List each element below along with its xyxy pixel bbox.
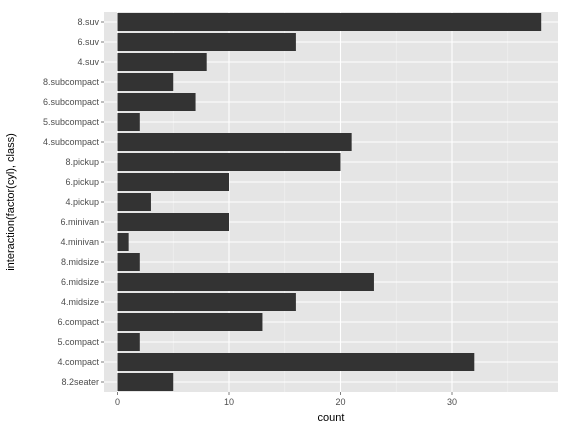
y-tick-label: 5.compact [57, 337, 99, 347]
bar-6.subcompact [117, 93, 196, 111]
y-tick-label: 6.suv [77, 37, 99, 47]
y-tick-label: 4.midsize [61, 297, 99, 307]
y-tick-label: 4.subcompact [43, 137, 100, 147]
y-tick-label: 4.compact [57, 357, 99, 367]
y-tick-label: 6.subcompact [43, 97, 100, 107]
y-tick-label: 6.minivan [60, 217, 99, 227]
bar-8.midsize [117, 253, 140, 271]
y-tick-label: 6.midsize [61, 277, 99, 287]
y-tick-label: 6.pickup [65, 177, 99, 187]
bar-4.pickup [117, 193, 151, 211]
y-axis-title: interaction(factor(cyl), class) [5, 133, 17, 271]
bar-8.suv [117, 13, 542, 31]
bar-4.minivan [117, 233, 129, 251]
x-axis-title: count [318, 412, 345, 424]
y-tick-labels: 8.suv 6.suv 4.suv 8.subcompact 6.subcompact 5… [43, 17, 104, 387]
y-tick-label: 4.minivan [60, 237, 99, 247]
bars [117, 13, 542, 391]
bar-4.compact [117, 353, 475, 371]
bar-6.midsize [117, 273, 374, 291]
y-tick-label: 8.midsize [61, 257, 99, 267]
bar-6.pickup [117, 173, 229, 191]
x-tick-label: 10 [224, 397, 234, 407]
y-tick-label: 6.compact [57, 317, 99, 327]
y-tick-label: 8.2seater [61, 377, 99, 387]
y-tick-label: 8.suv [77, 17, 99, 27]
x-tick-label: 30 [447, 397, 457, 407]
bar-8.2seater [117, 373, 174, 391]
x-tick-label: 0 [115, 397, 120, 407]
y-tick-label: 4.pickup [65, 197, 99, 207]
bar-6.compact [117, 313, 263, 331]
bar-6.suv [117, 33, 296, 51]
x-tick-labels: 0 10 20 30 [115, 392, 457, 407]
x-tick-label: 20 [335, 397, 345, 407]
y-tick-label: 8.pickup [65, 157, 99, 167]
bar-5.compact [117, 333, 140, 351]
bar-4.subcompact [117, 133, 352, 151]
bar-4.midsize [117, 293, 296, 311]
y-tick-label: 8.subcompact [43, 77, 100, 87]
bar-6.minivan [117, 213, 229, 231]
bar-5.subcompact [117, 113, 140, 131]
bar-4.suv [117, 53, 207, 71]
bar-8.subcompact [117, 73, 174, 91]
y-tick-label: 4.suv [77, 57, 99, 67]
y-tick-label: 5.subcompact [43, 117, 100, 127]
bar-8.pickup [117, 153, 341, 171]
